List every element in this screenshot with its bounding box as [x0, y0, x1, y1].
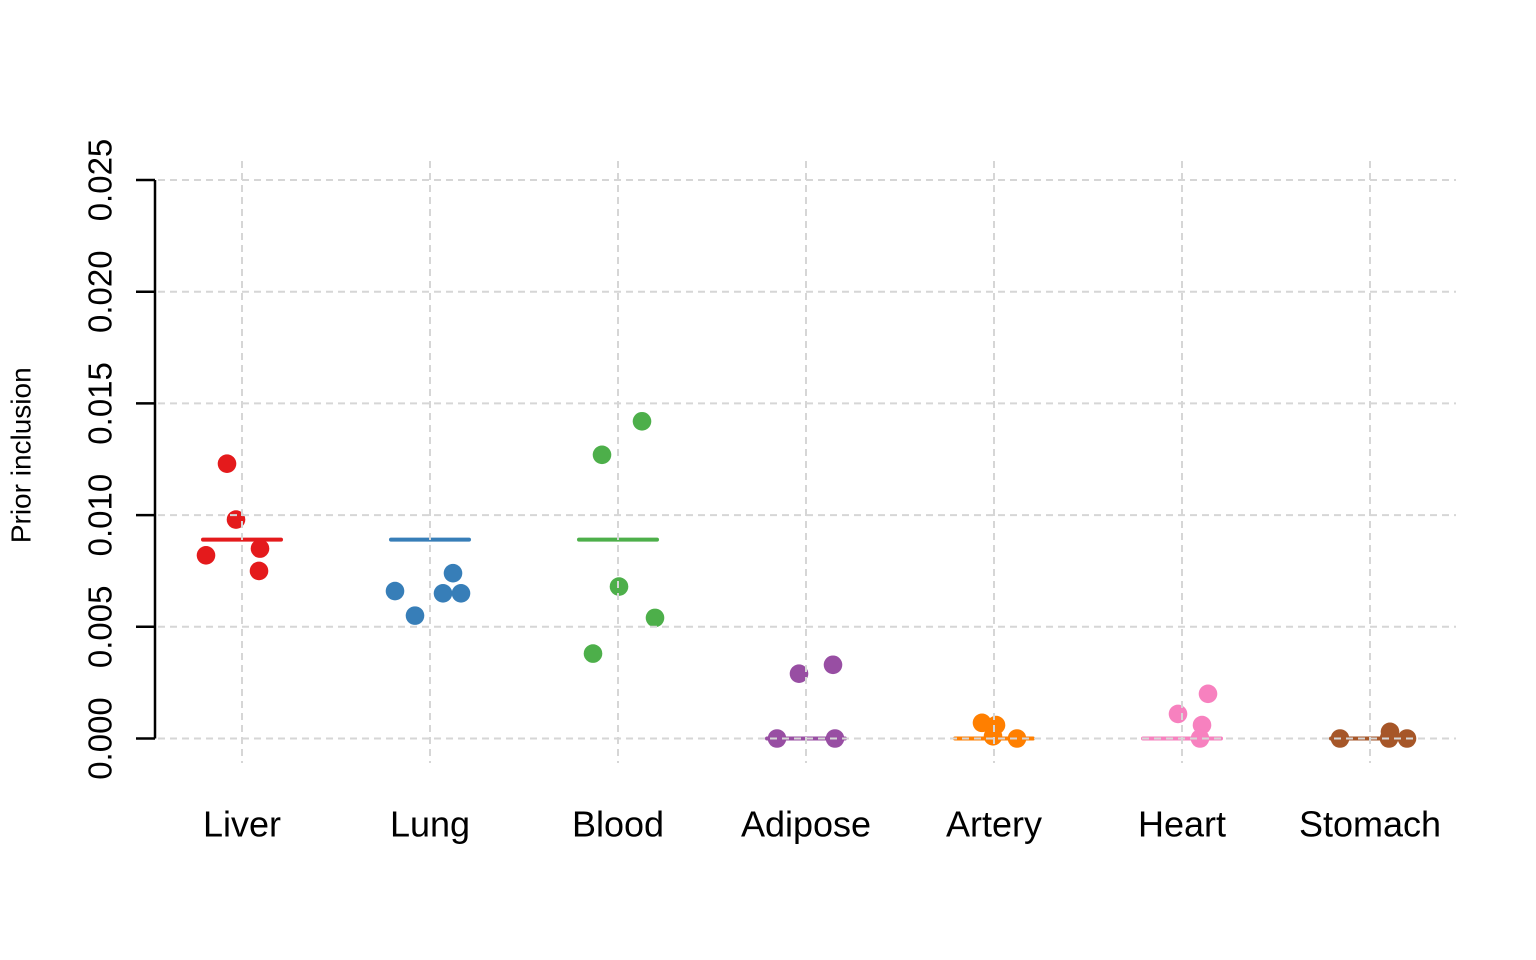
x-category-label: Lung	[390, 804, 470, 845]
y-tick-label: 0.025	[82, 139, 119, 222]
x-category-label: Stomach	[1299, 804, 1441, 845]
data-point	[405, 606, 425, 625]
data-point	[196, 546, 216, 565]
x-category-label: Adipose	[741, 804, 871, 845]
data-point	[433, 583, 453, 603]
data-point	[972, 713, 992, 733]
data-point	[385, 581, 405, 601]
data-point	[1198, 684, 1218, 704]
data-point	[451, 583, 471, 603]
y-axis-title: Prior inclusion	[6, 367, 37, 543]
data-point	[1168, 704, 1188, 724]
data-point	[632, 411, 652, 431]
data-point	[789, 664, 809, 684]
data-point	[645, 608, 665, 628]
data-point	[592, 445, 612, 465]
x-category-label: Liver	[203, 804, 281, 845]
y-tick-label: 0.005	[82, 586, 119, 669]
y-tick-label: 0.020	[82, 250, 119, 333]
x-category-label: Artery	[946, 804, 1042, 845]
data-point	[217, 454, 237, 474]
y-tick-label: 0.010	[82, 474, 119, 557]
y-tick-label: 0.015	[82, 362, 119, 445]
data-point	[443, 563, 463, 583]
data-point	[823, 655, 843, 675]
x-category-label: Blood	[572, 804, 664, 845]
x-category-label: Heart	[1138, 804, 1226, 845]
y-tick-label: 0.000	[82, 697, 119, 780]
data-point	[1190, 729, 1210, 748]
data-point	[249, 561, 269, 581]
data-point	[983, 726, 1003, 746]
data-point	[583, 644, 603, 663]
data-point	[250, 539, 270, 558]
